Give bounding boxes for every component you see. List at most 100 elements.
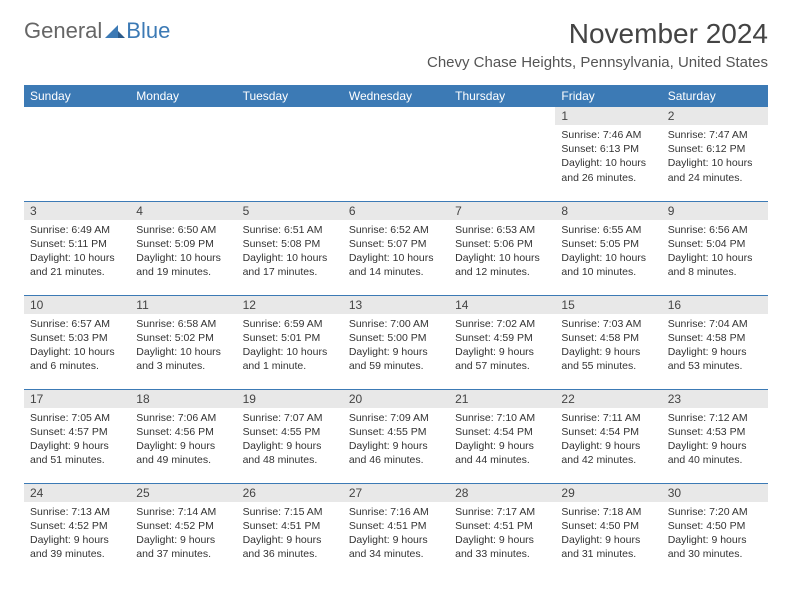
- day-info: Sunrise: 7:05 AMSunset: 4:57 PMDaylight:…: [24, 408, 130, 471]
- calendar-cell: 26Sunrise: 7:15 AMSunset: 4:51 PMDayligh…: [237, 483, 343, 577]
- day-number: 30: [662, 484, 768, 502]
- day-info: Sunrise: 7:16 AMSunset: 4:51 PMDaylight:…: [343, 502, 449, 565]
- calendar-cell: 19Sunrise: 7:07 AMSunset: 4:55 PMDayligh…: [237, 389, 343, 483]
- calendar-row: 1Sunrise: 7:46 AMSunset: 6:13 PMDaylight…: [24, 107, 768, 201]
- day-number: 11: [130, 296, 236, 314]
- calendar-cell: 18Sunrise: 7:06 AMSunset: 4:56 PMDayligh…: [130, 389, 236, 483]
- day-number: 2: [662, 107, 768, 125]
- day-info: Sunrise: 7:11 AMSunset: 4:54 PMDaylight:…: [555, 408, 661, 471]
- day-info: Sunrise: 6:49 AMSunset: 5:11 PMDaylight:…: [24, 220, 130, 283]
- calendar-cell: 12Sunrise: 6:59 AMSunset: 5:01 PMDayligh…: [237, 295, 343, 389]
- calendar-row: 24Sunrise: 7:13 AMSunset: 4:52 PMDayligh…: [24, 483, 768, 577]
- day-number: 24: [24, 484, 130, 502]
- weekday-header: Thursday: [449, 85, 555, 107]
- calendar-cell: 24Sunrise: 7:13 AMSunset: 4:52 PMDayligh…: [24, 483, 130, 577]
- day-info: Sunrise: 7:13 AMSunset: 4:52 PMDaylight:…: [24, 502, 130, 565]
- weekday-header: Saturday: [662, 85, 768, 107]
- calendar-cell: 25Sunrise: 7:14 AMSunset: 4:52 PMDayligh…: [130, 483, 236, 577]
- day-info: Sunrise: 7:10 AMSunset: 4:54 PMDaylight:…: [449, 408, 555, 471]
- day-number: 16: [662, 296, 768, 314]
- day-info: Sunrise: 7:15 AMSunset: 4:51 PMDaylight:…: [237, 502, 343, 565]
- calendar-cell: 22Sunrise: 7:11 AMSunset: 4:54 PMDayligh…: [555, 389, 661, 483]
- weekday-header: Tuesday: [237, 85, 343, 107]
- day-info: Sunrise: 6:50 AMSunset: 5:09 PMDaylight:…: [130, 220, 236, 283]
- title-block: November 2024 Chevy Chase Heights, Penns…: [427, 18, 768, 71]
- logo-triangle-icon: [105, 18, 125, 44]
- calendar-cell: 21Sunrise: 7:10 AMSunset: 4:54 PMDayligh…: [449, 389, 555, 483]
- calendar-body: 1Sunrise: 7:46 AMSunset: 6:13 PMDaylight…: [24, 107, 768, 577]
- day-info: Sunrise: 6:59 AMSunset: 5:01 PMDaylight:…: [237, 314, 343, 377]
- calendar-cell: 27Sunrise: 7:16 AMSunset: 4:51 PMDayligh…: [343, 483, 449, 577]
- logo-text-blue: Blue: [126, 18, 170, 44]
- calendar-cell: 4Sunrise: 6:50 AMSunset: 5:09 PMDaylight…: [130, 201, 236, 295]
- day-info: Sunrise: 7:20 AMSunset: 4:50 PMDaylight:…: [662, 502, 768, 565]
- calendar-cell: 16Sunrise: 7:04 AMSunset: 4:58 PMDayligh…: [662, 295, 768, 389]
- day-info: Sunrise: 7:09 AMSunset: 4:55 PMDaylight:…: [343, 408, 449, 471]
- day-number: 28: [449, 484, 555, 502]
- day-number: 7: [449, 202, 555, 220]
- day-number: 27: [343, 484, 449, 502]
- calendar-cell: 29Sunrise: 7:18 AMSunset: 4:50 PMDayligh…: [555, 483, 661, 577]
- logo-text-general: General: [24, 18, 102, 44]
- weekday-header: Friday: [555, 85, 661, 107]
- day-number: 29: [555, 484, 661, 502]
- calendar-cell: [449, 107, 555, 201]
- day-info: Sunrise: 7:04 AMSunset: 4:58 PMDaylight:…: [662, 314, 768, 377]
- day-number: 23: [662, 390, 768, 408]
- day-number: 18: [130, 390, 236, 408]
- day-info: Sunrise: 6:53 AMSunset: 5:06 PMDaylight:…: [449, 220, 555, 283]
- month-title: November 2024: [427, 18, 768, 50]
- calendar-table: SundayMondayTuesdayWednesdayThursdayFrid…: [24, 85, 768, 577]
- day-number: 13: [343, 296, 449, 314]
- day-info: Sunrise: 7:06 AMSunset: 4:56 PMDaylight:…: [130, 408, 236, 471]
- logo: General Blue: [24, 18, 170, 44]
- calendar-cell: 7Sunrise: 6:53 AMSunset: 5:06 PMDaylight…: [449, 201, 555, 295]
- calendar-row: 10Sunrise: 6:57 AMSunset: 5:03 PMDayligh…: [24, 295, 768, 389]
- day-number: 22: [555, 390, 661, 408]
- day-info: Sunrise: 7:46 AMSunset: 6:13 PMDaylight:…: [555, 125, 661, 188]
- day-info: Sunrise: 6:56 AMSunset: 5:04 PMDaylight:…: [662, 220, 768, 283]
- day-number: 10: [24, 296, 130, 314]
- header: General Blue November 2024 Chevy Chase H…: [24, 18, 768, 71]
- calendar-cell: 9Sunrise: 6:56 AMSunset: 5:04 PMDaylight…: [662, 201, 768, 295]
- day-info: Sunrise: 7:17 AMSunset: 4:51 PMDaylight:…: [449, 502, 555, 565]
- day-number: 4: [130, 202, 236, 220]
- day-info: Sunrise: 7:18 AMSunset: 4:50 PMDaylight:…: [555, 502, 661, 565]
- day-number: 9: [662, 202, 768, 220]
- day-number: 25: [130, 484, 236, 502]
- weekday-header-row: SundayMondayTuesdayWednesdayThursdayFrid…: [24, 85, 768, 107]
- day-number: 6: [343, 202, 449, 220]
- day-number: 8: [555, 202, 661, 220]
- day-number: 1: [555, 107, 661, 125]
- calendar-row: 17Sunrise: 7:05 AMSunset: 4:57 PMDayligh…: [24, 389, 768, 483]
- calendar-cell: 13Sunrise: 7:00 AMSunset: 5:00 PMDayligh…: [343, 295, 449, 389]
- calendar-cell: 3Sunrise: 6:49 AMSunset: 5:11 PMDaylight…: [24, 201, 130, 295]
- day-info: Sunrise: 7:12 AMSunset: 4:53 PMDaylight:…: [662, 408, 768, 471]
- calendar-cell: [24, 107, 130, 201]
- weekday-header: Wednesday: [343, 85, 449, 107]
- calendar-cell: 28Sunrise: 7:17 AMSunset: 4:51 PMDayligh…: [449, 483, 555, 577]
- calendar-cell: 20Sunrise: 7:09 AMSunset: 4:55 PMDayligh…: [343, 389, 449, 483]
- day-info: Sunrise: 6:52 AMSunset: 5:07 PMDaylight:…: [343, 220, 449, 283]
- calendar-cell: 1Sunrise: 7:46 AMSunset: 6:13 PMDaylight…: [555, 107, 661, 201]
- calendar-cell: 11Sunrise: 6:58 AMSunset: 5:02 PMDayligh…: [130, 295, 236, 389]
- day-number: 21: [449, 390, 555, 408]
- day-number: 26: [237, 484, 343, 502]
- day-number: 17: [24, 390, 130, 408]
- day-number: 5: [237, 202, 343, 220]
- calendar-cell: 8Sunrise: 6:55 AMSunset: 5:05 PMDaylight…: [555, 201, 661, 295]
- calendar-cell: [130, 107, 236, 201]
- day-info: Sunrise: 7:02 AMSunset: 4:59 PMDaylight:…: [449, 314, 555, 377]
- day-number: 12: [237, 296, 343, 314]
- calendar-cell: 15Sunrise: 7:03 AMSunset: 4:58 PMDayligh…: [555, 295, 661, 389]
- day-number: 20: [343, 390, 449, 408]
- day-info: Sunrise: 6:58 AMSunset: 5:02 PMDaylight:…: [130, 314, 236, 377]
- location: Chevy Chase Heights, Pennsylvania, Unite…: [427, 54, 768, 71]
- day-number: 14: [449, 296, 555, 314]
- calendar-cell: 23Sunrise: 7:12 AMSunset: 4:53 PMDayligh…: [662, 389, 768, 483]
- day-info: Sunrise: 6:57 AMSunset: 5:03 PMDaylight:…: [24, 314, 130, 377]
- calendar-cell: 6Sunrise: 6:52 AMSunset: 5:07 PMDaylight…: [343, 201, 449, 295]
- calendar-cell: [343, 107, 449, 201]
- day-number: 3: [24, 202, 130, 220]
- calendar-cell: [237, 107, 343, 201]
